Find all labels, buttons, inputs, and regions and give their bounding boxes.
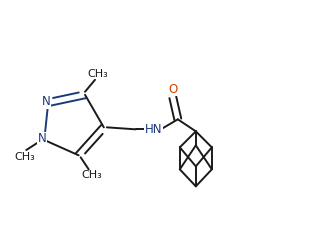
Text: CH₃: CH₃ bbox=[88, 69, 108, 79]
Text: N: N bbox=[38, 133, 47, 145]
Text: O: O bbox=[168, 83, 177, 96]
Text: CH₃: CH₃ bbox=[81, 170, 102, 180]
Text: CH₃: CH₃ bbox=[14, 152, 35, 162]
Text: HN: HN bbox=[145, 123, 163, 136]
Text: N: N bbox=[42, 95, 51, 108]
